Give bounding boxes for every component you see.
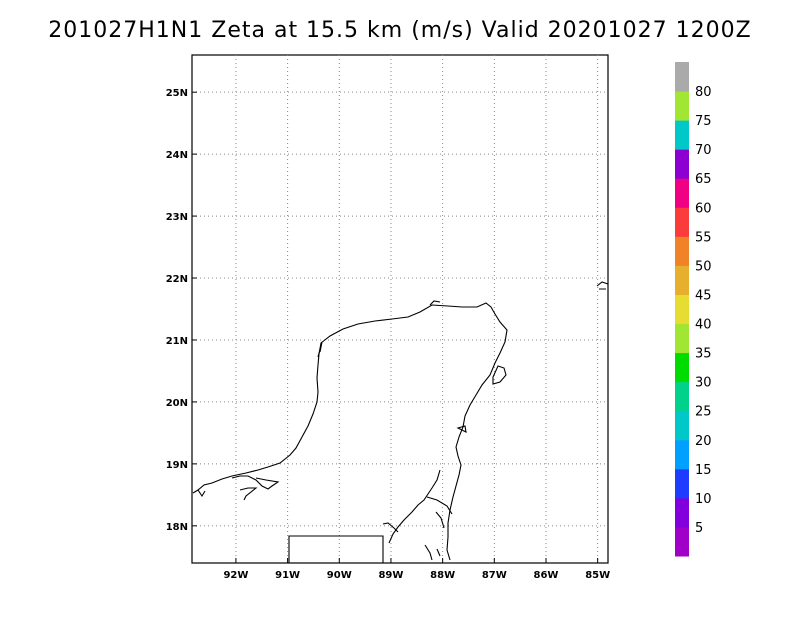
colorbar-segment [675,265,689,295]
map-frame [191,54,609,564]
colorbar-label: 15 [695,463,712,478]
colorbar-segment [675,410,689,441]
colorbar-label: 25 [695,405,712,420]
colorbar-label: 45 [695,288,712,303]
y-tick-label: 18N [166,522,188,533]
x-tick-label: 85W [585,570,610,581]
grid-lines [192,55,608,563]
colorbar-label: 80 [695,85,712,100]
x-tick-label: 92W [223,570,248,581]
colorbar-segment [675,352,689,383]
y-tick-label: 20N [166,398,188,409]
x-tick-label: 87W [482,570,507,581]
colorbar-label: 75 [695,114,712,129]
colorbar-label: 40 [695,318,712,333]
colorbar-label: 10 [695,492,712,507]
colorbar-segment [675,207,689,237]
colorbar-label: 20 [695,434,712,449]
map-title: 201027H1N1 Zeta at 15.5 km (m/s) Valid 2… [48,18,752,43]
colorbar-segment [675,120,689,150]
colorbar-segment [675,236,689,266]
x-tick-label: 89W [378,570,403,581]
colorbar-label: 65 [695,172,712,187]
y-tick-label: 24N [166,150,188,161]
colorbar-segment [675,526,689,557]
colorbar-segment [675,149,689,179]
colorbar-label: 35 [695,347,712,362]
y-tick-label: 21N [166,336,188,347]
x-tick-label: 90W [327,570,352,581]
colorbar-segment [675,468,689,499]
colorbar-segment [675,439,689,470]
y-tick-label: 23N [166,212,188,223]
y-tick-label: 19N [166,460,188,471]
x-tick-label: 86W [534,570,559,581]
colorbar-label: 5 [695,521,703,536]
colorbar-label: 55 [695,230,712,245]
colorbar-segment [675,323,689,354]
x-tick-label: 88W [430,570,455,581]
colorbar-label: 50 [695,259,712,274]
colorbar-segment [675,178,689,208]
colorbar-segment [675,91,689,121]
y-tick-label: 22N [166,274,188,285]
y-tick-label: 25N [166,88,188,99]
colorbar-label: 30 [695,376,712,391]
coastline [192,281,609,563]
colorbar: 5 10 15 20 25 30 35 40 45 50 55 60 65 70 75 80 [675,62,712,557]
x-tick-label: 91W [275,570,300,581]
colorbar-label: 60 [695,201,712,216]
axis-ticks: 92W 91W 90W 89W 88W 87W 86W 85W 18N 19N 20N 21N 22N 2… [166,88,610,581]
colorbar-segment [675,497,689,528]
colorbar-segment [675,294,689,325]
colorbar-segment [675,62,689,92]
colorbar-label: 70 [695,143,712,158]
colorbar-segment [675,381,689,412]
